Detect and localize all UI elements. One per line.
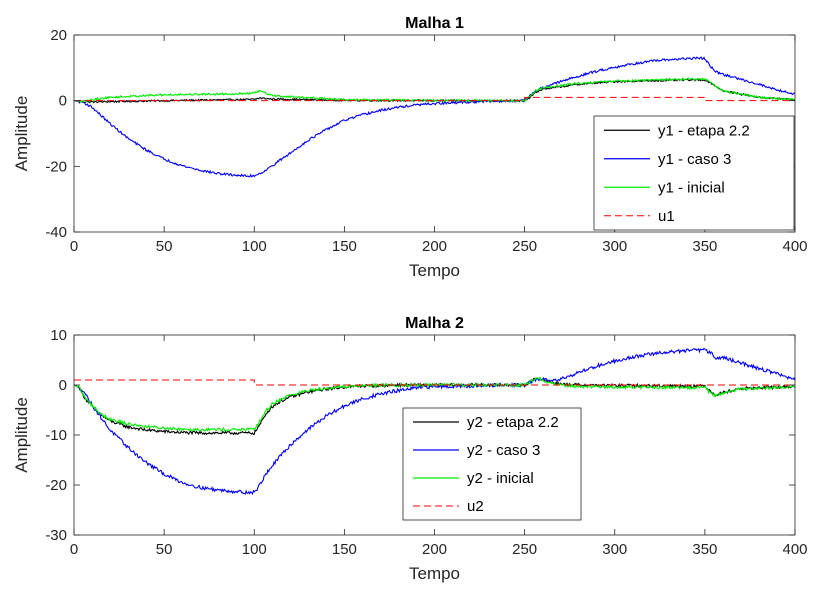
x-tick-label: 250: [512, 541, 537, 558]
x-tick-label: 150: [332, 238, 357, 255]
x-axis-label: Tempo: [409, 261, 460, 280]
x-tick-label: 350: [692, 238, 717, 255]
y-axis-label: Amplitude: [12, 96, 31, 172]
x-tick-label: 200: [422, 541, 447, 558]
legend-box: [402, 407, 582, 521]
legend-label: y1 - etapa 2.2: [658, 122, 750, 139]
legend-label: u1: [658, 208, 675, 225]
chart-title: Malha 2: [405, 315, 464, 332]
x-axis-label: Tempo: [409, 564, 460, 583]
legend-label: y1 - inicial: [658, 179, 725, 196]
x-tick-label: 250: [512, 238, 537, 255]
x-tick-label: 200: [422, 238, 447, 255]
legend-box: [593, 115, 795, 231]
x-tick-label: 50: [156, 238, 173, 255]
legend-label: y2 - caso 3: [467, 442, 540, 459]
x-tick-label: 0: [70, 541, 78, 558]
legend-2: y2 - etapa 2.2 y2 - caso 3 y2 - inicial u2: [402, 407, 582, 521]
y-tick-label: -40: [45, 224, 67, 241]
y-tick-label: 0: [59, 377, 67, 394]
legend-label: y1 - caso 3: [658, 151, 731, 168]
chart-title: Malha 1: [405, 15, 464, 32]
series-line-u1-chart1: [74, 96, 795, 102]
legend-label: y2 - inicial: [467, 470, 534, 487]
x-tick-label: 0: [70, 238, 78, 255]
y-tick-label: -30: [45, 527, 67, 544]
x-tick-label: 400: [782, 238, 807, 255]
legend-label: u2: [467, 498, 484, 515]
legend-1: y1 - etapa 2.2 y1 - caso 3 y1 - inicial u1: [593, 115, 795, 231]
x-tick-label: 50: [156, 541, 173, 558]
x-tick-label: 100: [242, 541, 267, 558]
series-line-u2-chart2: [74, 379, 795, 386]
y-tick-label: 20: [50, 27, 67, 44]
series-line-y1-inicial-chart1: [74, 77, 795, 104]
y-tick-label: 10: [50, 327, 67, 344]
x-tick-label: 150: [332, 541, 357, 558]
series-line-y2-caso-3-chart2: [74, 347, 795, 496]
y-tick-label: 0: [59, 93, 67, 110]
y-axis-label: Amplitude: [12, 397, 31, 473]
x-tick-label: 400: [782, 541, 807, 558]
y-tick-label: -20: [45, 158, 67, 175]
x-tick-label: 300: [602, 238, 627, 255]
y-tick-label: -20: [45, 477, 67, 494]
x-tick-label: 300: [602, 541, 627, 558]
series-line-y1-caso-3-chart1: [74, 56, 795, 178]
y-tick-label: -10: [45, 427, 67, 444]
x-tick-label: 350: [692, 541, 717, 558]
legend-label: y2 - etapa 2.2: [467, 414, 559, 431]
x-tick-label: 100: [242, 238, 267, 255]
